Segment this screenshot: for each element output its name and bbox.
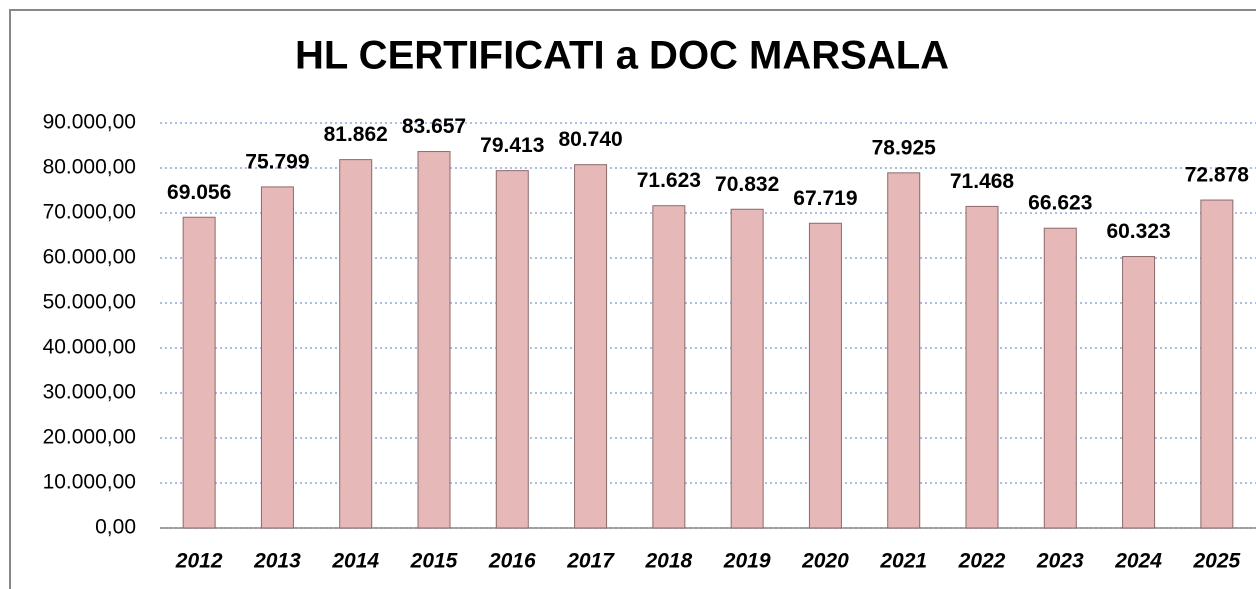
value-label: 70.832: [715, 173, 779, 196]
x-tick-label: 2012: [175, 550, 223, 573]
bar: [417, 151, 451, 529]
y-tick-label: 60.000,00: [43, 246, 136, 269]
value-label: 83.657: [402, 115, 466, 138]
y-tick-label: 50.000,00: [43, 291, 136, 314]
x-tick-label: 2023: [1036, 550, 1084, 573]
x-tick-label: 2024: [1114, 550, 1162, 573]
value-label: 75.799: [245, 150, 309, 173]
y-tick-label: 40.000,00: [43, 336, 136, 359]
value-label: 67.719: [793, 187, 857, 210]
bar: [730, 208, 764, 529]
x-tick-label: 2013: [253, 550, 301, 573]
bar: [260, 186, 294, 529]
value-label: 60.323: [1106, 220, 1170, 243]
x-tick-label: 2022: [958, 550, 1006, 573]
y-tick-label: 70.000,00: [43, 201, 136, 224]
value-label: 71.468: [950, 170, 1015, 193]
bar: [652, 205, 686, 529]
value-label: 78.925: [872, 136, 937, 159]
x-tick-label: 2019: [723, 550, 771, 573]
y-tick-label: 90.000,00: [43, 111, 136, 134]
x-tick-label: 2021: [879, 550, 927, 573]
value-label: 81.862: [324, 123, 388, 146]
value-label: 72.878: [1185, 164, 1250, 187]
x-tick-label: 2018: [644, 550, 692, 573]
value-label: 79.413: [480, 134, 544, 157]
value-label: 69.056: [167, 181, 231, 204]
y-tick-label: 0,00: [95, 516, 136, 539]
bar: [574, 164, 608, 529]
x-tick-label: 2017: [566, 550, 615, 573]
y-tick-label: 30.000,00: [43, 381, 136, 404]
bar: [1043, 227, 1077, 529]
value-label: 71.623: [637, 169, 701, 192]
bar: [339, 159, 373, 529]
chart-title: HL CERTIFICATI a DOC MARSALA: [295, 34, 949, 78]
value-label: 80.740: [558, 128, 622, 151]
bar: [182, 216, 216, 529]
x-tick-label: 2014: [331, 550, 379, 573]
bar: [495, 170, 529, 529]
x-tick-label: 2015: [410, 550, 458, 573]
value-label: 66.623: [1028, 192, 1092, 215]
bar: [1200, 199, 1234, 529]
bar: [808, 222, 842, 529]
x-tick-label: 2016: [488, 550, 536, 573]
y-tick-label: 10.000,00: [43, 471, 136, 494]
x-tick-label: 2025: [1192, 550, 1240, 573]
bar: [1122, 256, 1156, 529]
y-tick-label: 80.000,00: [43, 156, 136, 179]
bar: [887, 172, 921, 529]
y-tick-label: 20.000,00: [43, 426, 136, 449]
x-tick-label: 2020: [801, 550, 849, 573]
bar: [965, 205, 999, 529]
